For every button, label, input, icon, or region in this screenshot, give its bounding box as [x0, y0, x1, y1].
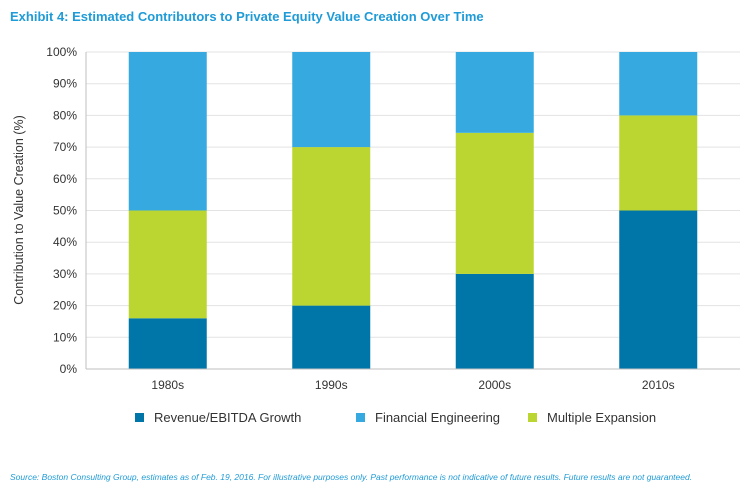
bar-segment-revenue-ebitda-growth-1980s — [128, 318, 207, 369]
x-tick-label: 2000s — [478, 378, 511, 392]
legend-label: Revenue/EBITDA Growth — [154, 410, 302, 425]
bar-segment-revenue-ebitda-growth-2010s — [619, 210, 698, 369]
legend: Revenue/EBITDA Growth Financial Engineeri… — [0, 410, 744, 430]
bar-segment-financial-engineering-2010s — [619, 52, 698, 116]
x-tick-labels: 1980s 1990s 2000s 2010s — [151, 378, 674, 392]
y-tick-label: 70% — [53, 140, 77, 154]
x-tick-label: 2010s — [642, 378, 675, 392]
y-tick-label: 30% — [53, 267, 77, 281]
x-tick-label: 1990s — [315, 378, 348, 392]
bar-segment-multiple-expansion-2010s — [619, 115, 698, 211]
bars — [128, 52, 698, 369]
legend-item: Multiple Expansion — [528, 410, 656, 425]
y-tick-label: 80% — [53, 108, 77, 122]
y-tick-label: 0% — [60, 362, 78, 376]
legend-swatch — [356, 413, 365, 422]
y-tick-label: 100% — [46, 45, 77, 59]
bar-segment-financial-engineering-1990s — [292, 52, 371, 148]
axes — [85, 52, 740, 370]
y-tick-label: 90% — [53, 77, 77, 91]
bar-segment-revenue-ebitda-growth-2000s — [455, 273, 534, 369]
y-tick-label: 50% — [53, 204, 77, 218]
legend-item: Revenue/EBITDA Growth — [135, 410, 301, 425]
bar-segment-financial-engineering-1980s — [128, 52, 207, 211]
x-tick-label: 1980s — [151, 378, 184, 392]
source-note: Source: Boston Consulting Group, estimat… — [10, 472, 693, 482]
y-axis-label: Contribution to Value Creation (%) — [12, 115, 26, 304]
legend-label: Financial Engineering — [375, 410, 501, 425]
y-tick-label: 20% — [53, 299, 77, 313]
legend-label: Multiple Expansion — [547, 410, 657, 425]
legend-swatch — [135, 413, 144, 422]
chart-title: Exhibit 4: Estimated Contributors to Pri… — [10, 9, 484, 24]
y-tick-label: 60% — [53, 172, 77, 186]
bar-segment-revenue-ebitda-growth-1990s — [292, 305, 371, 369]
y-tick-label: 40% — [53, 235, 77, 249]
legend-item: Financial Engineering — [356, 410, 500, 425]
bar-segment-financial-engineering-2000s — [455, 52, 534, 133]
y-tick-label: 10% — [53, 330, 77, 344]
bar-segment-multiple-expansion-1990s — [292, 147, 371, 306]
stacked-bar-chart: 0%10%20%30%40%50%60%70%80%90%100% 1980s 1… — [12, 45, 740, 392]
y-tick-labels: 0% 10% 20% 30% 40% 50% 60% 70% 80% 90% 100% — [46, 45, 77, 376]
bar-segment-multiple-expansion-1980s — [128, 210, 207, 319]
bar-segment-multiple-expansion-2000s — [455, 132, 534, 274]
legend-swatch — [528, 413, 537, 422]
